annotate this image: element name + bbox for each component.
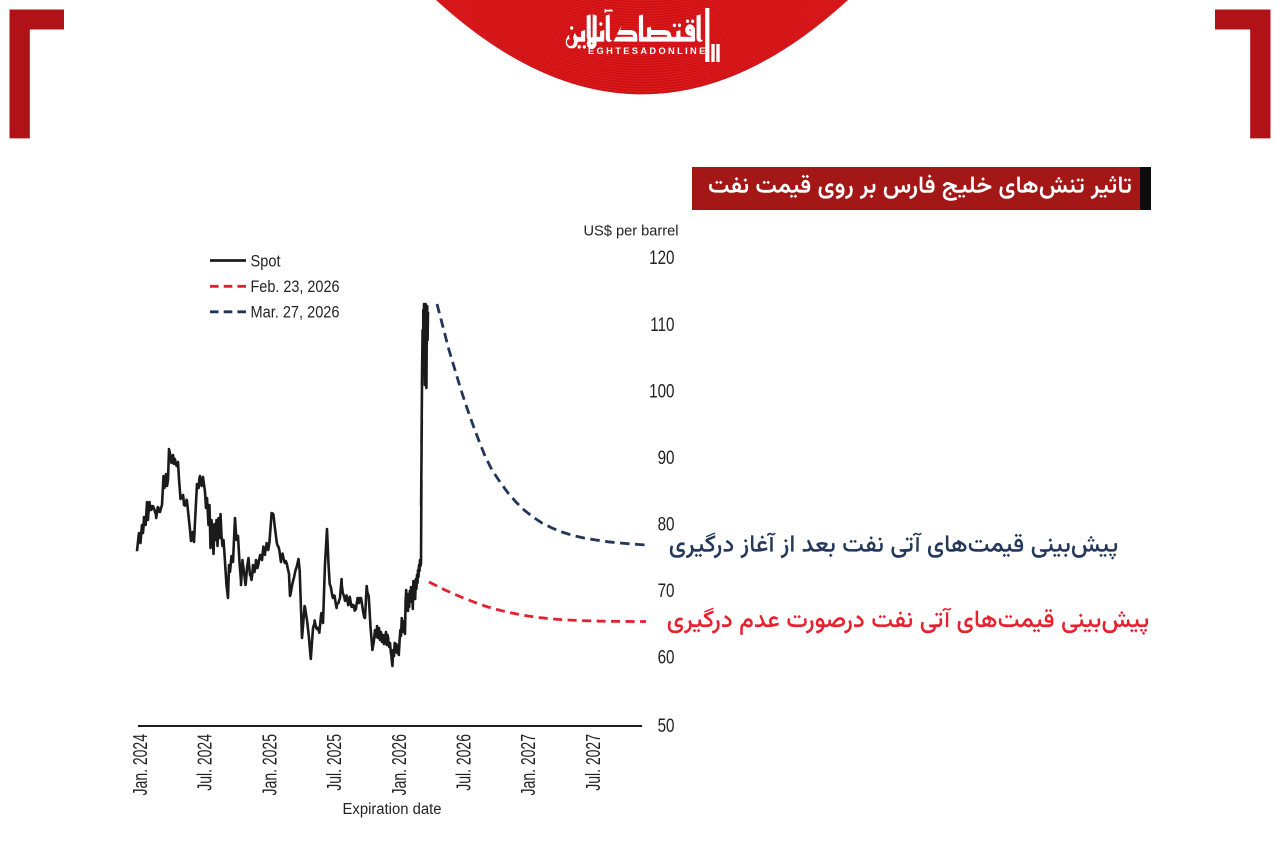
- svg-text:Feb. 23, 2026: Feb. 23, 2026: [251, 278, 340, 296]
- svg-text:50: 50: [658, 714, 675, 736]
- svg-text:110: 110: [650, 313, 674, 335]
- svg-text:EGHTESADONLINE: EGHTESADONLINE: [588, 46, 708, 56]
- svg-text:80: 80: [658, 513, 675, 535]
- svg-text:Expiration date: Expiration date: [343, 801, 442, 818]
- svg-text:Mar. 27, 2026: Mar. 27, 2026: [251, 304, 340, 322]
- svg-text:60: 60: [658, 646, 675, 668]
- svg-text:70: 70: [658, 579, 675, 601]
- svg-text:Jan. 2026: Jan. 2026: [387, 734, 410, 795]
- svg-text:Jan. 2024: Jan. 2024: [128, 734, 151, 796]
- svg-text:120: 120: [649, 246, 675, 268]
- svg-text:Spot: Spot: [251, 252, 281, 270]
- svg-text:US$ per barrel: US$ per barrel: [584, 223, 679, 240]
- svg-text:Jan. 2027: Jan. 2027: [517, 734, 540, 795]
- svg-text:Jul. 2026: Jul. 2026: [452, 734, 475, 791]
- svg-text:90: 90: [658, 446, 675, 468]
- svg-text:100: 100: [649, 379, 675, 401]
- svg-text:Jul. 2024: Jul. 2024: [193, 734, 216, 791]
- svg-text:Jul. 2025: Jul. 2025: [323, 734, 346, 791]
- svg-text:Jul. 2027: Jul. 2027: [581, 734, 604, 791]
- svg-text:Jan. 2025: Jan. 2025: [258, 734, 281, 795]
